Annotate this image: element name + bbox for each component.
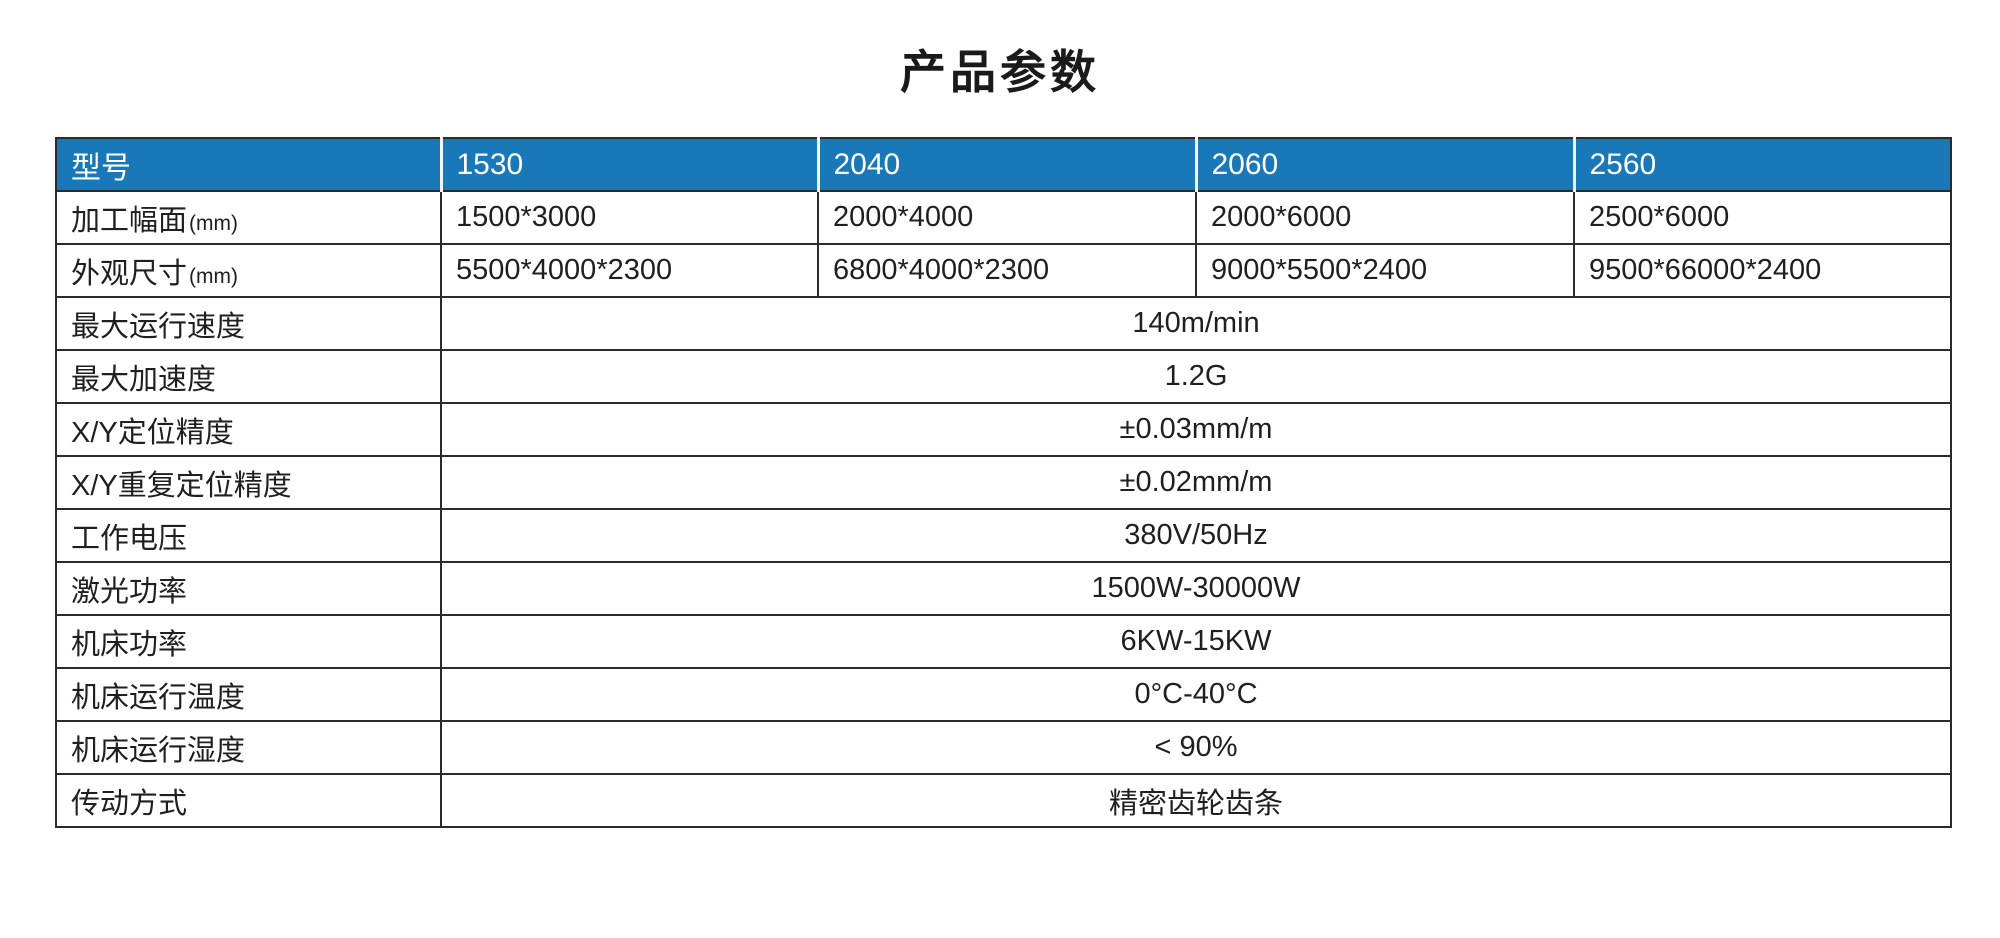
spec-row-machine-power: 机床功率 6KW-15KW bbox=[55, 614, 1952, 669]
row-label-max-acceleration: 最大加速度 bbox=[55, 349, 442, 404]
row-label-operating-temperature: 机床运行温度 bbox=[55, 667, 442, 722]
spec-row-max-acceleration: 最大加速度 1.2G bbox=[55, 349, 1952, 404]
spec-row-transmission: 传动方式 精密齿轮齿条 bbox=[55, 773, 1952, 828]
header-model-2060: 2060 bbox=[1194, 137, 1574, 192]
spec-row-max-speed: 最大运行速度 140m/min bbox=[55, 296, 1952, 351]
page-title: 产品参数 bbox=[900, 46, 1100, 98]
spec-row-voltage: 工作电压 380V/50Hz bbox=[55, 508, 1952, 563]
cell-positioning-accuracy: ±0.03mm/m bbox=[440, 402, 1952, 457]
spec-row-positioning-accuracy: X/Y定位精度 ±0.03mm/m bbox=[55, 402, 1952, 457]
row-label-laser-power: 激光功率 bbox=[55, 561, 442, 616]
row-label-machine-power: 机床功率 bbox=[55, 614, 442, 669]
cell-max-speed: 140m/min bbox=[440, 296, 1952, 351]
header-model-1530: 1530 bbox=[439, 137, 818, 192]
spec-row-laser-power: 激光功率 1500W-30000W bbox=[55, 561, 1952, 616]
header-model-2560: 2560 bbox=[1572, 137, 1952, 192]
cell-max-acceleration: 1.2G bbox=[440, 349, 1952, 404]
cell-working-area-2040: 2000*4000 bbox=[817, 190, 1197, 245]
table-header-row: 型号 1530 2040 2060 2560 bbox=[55, 137, 1952, 192]
row-label-unit: (mm) bbox=[189, 211, 238, 235]
row-label-repeat-accuracy: X/Y重复定位精度 bbox=[55, 455, 442, 510]
product-spec-table: 型号 1530 2040 2060 2560 加工幅面(mm) 1500*300… bbox=[55, 137, 1952, 828]
row-label-dimensions: 外观尺寸(mm) bbox=[55, 243, 442, 298]
cell-laser-power: 1500W-30000W bbox=[440, 561, 1952, 616]
header-model-label: 型号 bbox=[55, 137, 441, 192]
cell-operating-temperature: 0°C-40°C bbox=[440, 667, 1952, 722]
row-label-unit: (mm) bbox=[189, 264, 238, 288]
cell-repeat-accuracy: ±0.02mm/m bbox=[440, 455, 1952, 510]
cell-machine-power: 6KW-15KW bbox=[440, 614, 1952, 669]
cell-voltage: 380V/50Hz bbox=[440, 508, 1952, 563]
cell-dimensions-2060: 9000*5500*2400 bbox=[1195, 243, 1575, 298]
row-label-max-speed: 最大运行速度 bbox=[55, 296, 442, 351]
cell-working-area-2060: 2000*6000 bbox=[1195, 190, 1575, 245]
row-label-voltage: 工作电压 bbox=[55, 508, 442, 563]
spec-row-dimensions: 外观尺寸(mm) 5500*4000*2300 6800*4000*2300 9… bbox=[55, 243, 1952, 298]
row-label-transmission: 传动方式 bbox=[55, 773, 442, 828]
spec-row-operating-humidity: 机床运行湿度 < 90% bbox=[55, 720, 1952, 775]
cell-working-area-2560: 2500*6000 bbox=[1573, 190, 1952, 245]
spec-row-operating-temperature: 机床运行温度 0°C-40°C bbox=[55, 667, 1952, 722]
spec-row-working-area: 加工幅面(mm) 1500*3000 2000*4000 2000*6000 2… bbox=[55, 190, 1952, 245]
cell-operating-humidity: < 90% bbox=[440, 720, 1952, 775]
cell-working-area-1530: 1500*3000 bbox=[440, 190, 819, 245]
cell-dimensions-2040: 6800*4000*2300 bbox=[817, 243, 1197, 298]
row-label-text: 外观尺寸 bbox=[71, 257, 188, 290]
header-model-2040: 2040 bbox=[816, 137, 1196, 192]
cell-transmission: 精密齿轮齿条 bbox=[440, 773, 1952, 828]
spec-row-repeat-accuracy: X/Y重复定位精度 ±0.02mm/m bbox=[55, 455, 1952, 510]
row-label-text: 加工幅面 bbox=[71, 204, 188, 237]
row-label-operating-humidity: 机床运行湿度 bbox=[55, 720, 442, 775]
row-label-positioning-accuracy: X/Y定位精度 bbox=[55, 402, 442, 457]
cell-dimensions-2560: 9500*66000*2400 bbox=[1573, 243, 1952, 298]
row-label-working-area: 加工幅面(mm) bbox=[55, 190, 442, 245]
cell-dimensions-1530: 5500*4000*2300 bbox=[440, 243, 819, 298]
